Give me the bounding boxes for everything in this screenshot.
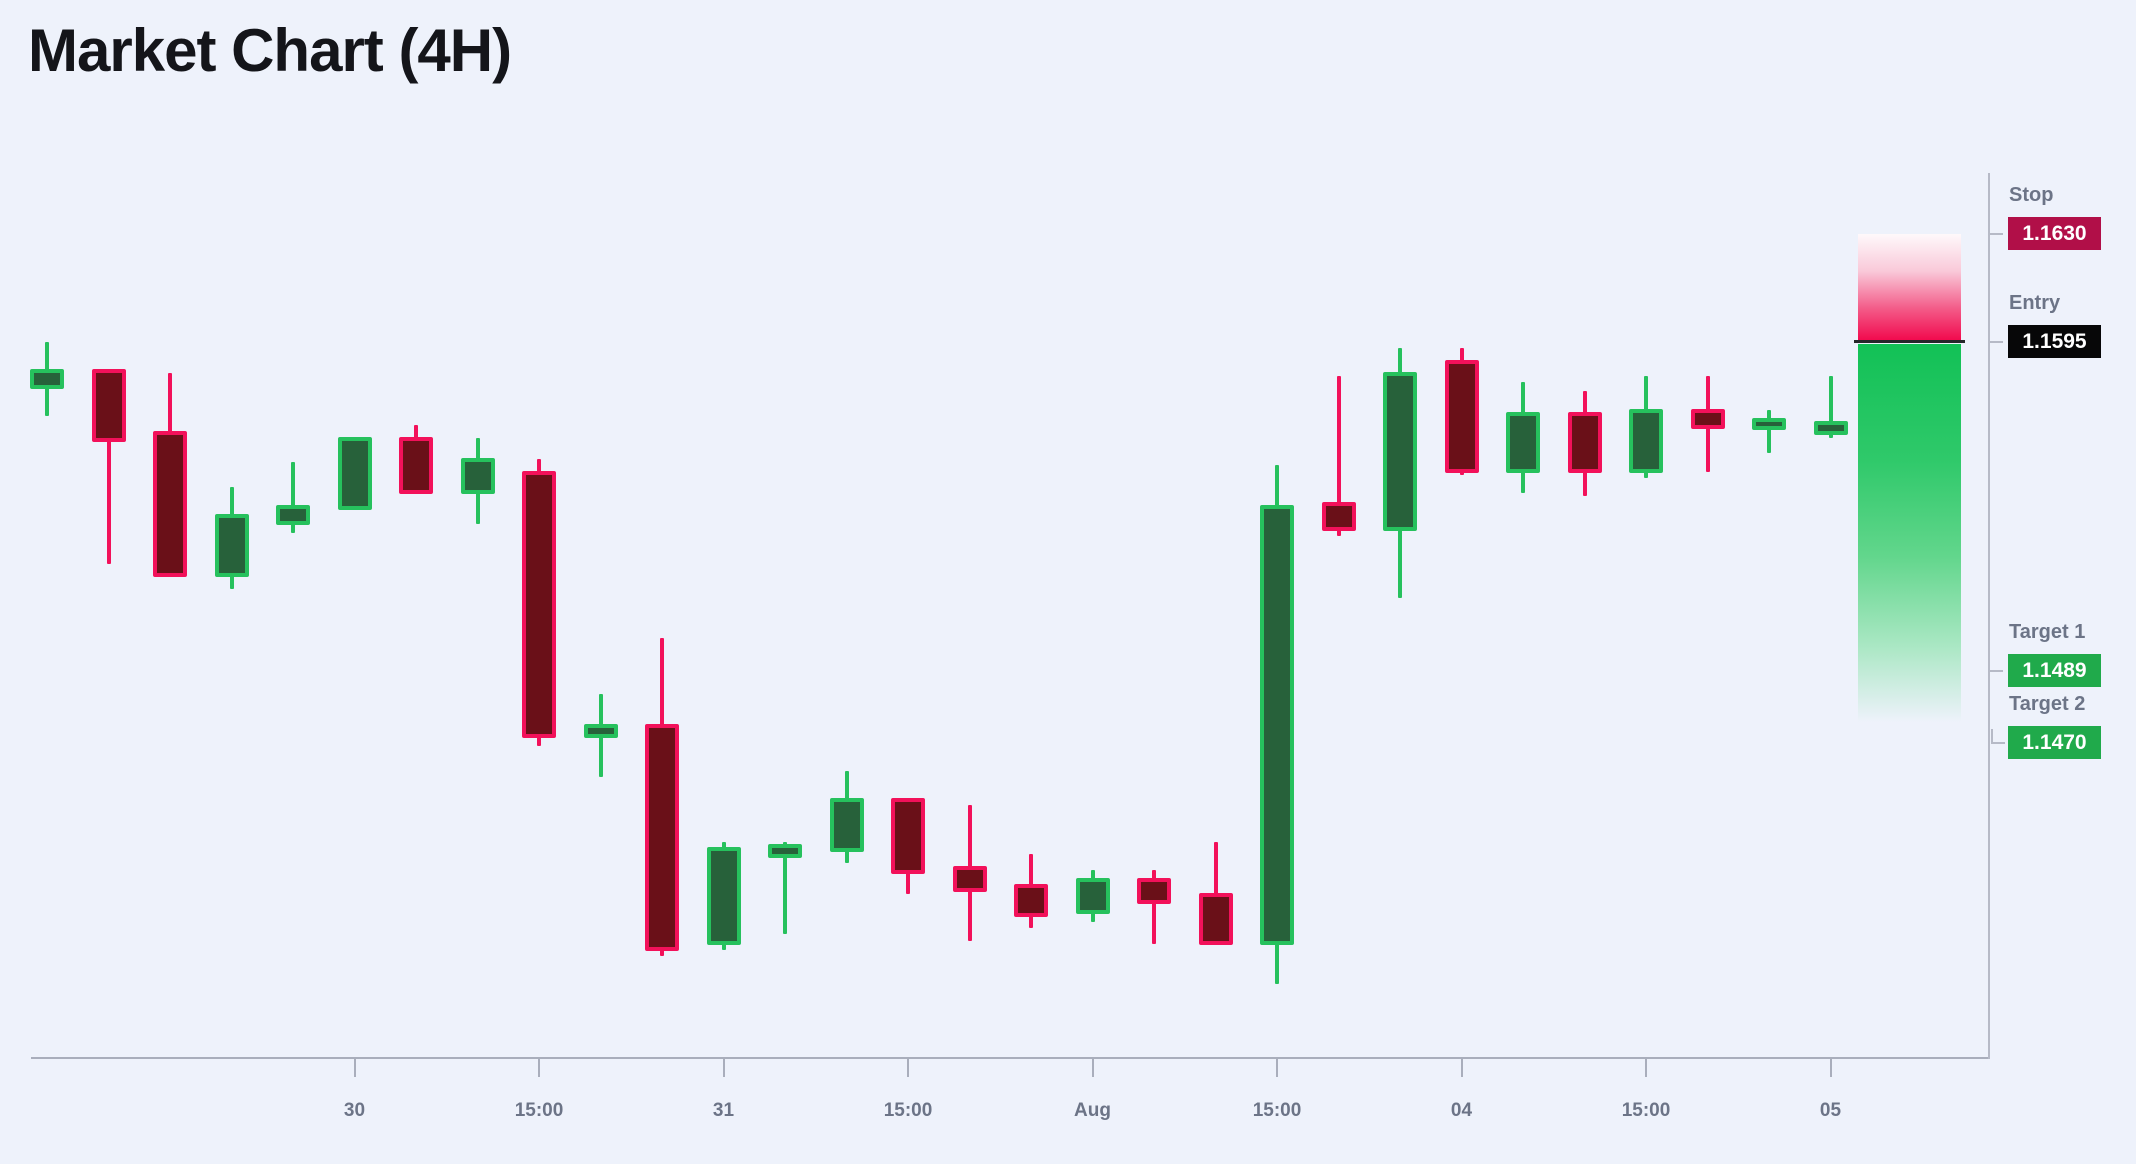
x-axis-tick-label: 15:00 [514, 1100, 564, 1121]
target1-price-badge: 1.1489 [2008, 654, 2101, 687]
candle-bull [768, 844, 802, 859]
x-axis-line [31, 1057, 1990, 1059]
target1-label: Target 1 [2009, 621, 2086, 643]
candle-bear [1690, 408, 1725, 430]
entry-axis-tick [1989, 341, 2003, 343]
candle-bull [706, 847, 741, 945]
x-axis-tick [538, 1059, 540, 1077]
x-axis-tick [353, 1059, 356, 1077]
candle-bear [522, 470, 556, 738]
candle-bear [952, 865, 987, 893]
x-axis-tick [722, 1059, 725, 1077]
candle-bear [153, 430, 187, 578]
candle-bear [891, 797, 925, 874]
x-axis-tick-label: 15:00 [1621, 1100, 1671, 1121]
chart-title: Market Chart (4H) [28, 17, 512, 84]
candle-bear [1137, 877, 1171, 905]
candle-bull [1506, 412, 1540, 473]
candle-bear [1014, 884, 1048, 917]
reward-zone [1858, 344, 1961, 730]
candle-bear [399, 436, 433, 495]
target1-axis-tick [1989, 670, 2003, 672]
candle-bear [1444, 359, 1479, 473]
candle-bull [460, 458, 495, 495]
candle-wick [1336, 375, 1341, 537]
candle-wick [1828, 375, 1833, 438]
x-axis-tick-label: 30 [343, 1100, 366, 1121]
candle-bear [1198, 893, 1233, 945]
x-axis-tick-label: Aug [1074, 1100, 1111, 1121]
y-axis-line [1988, 173, 1990, 1059]
candle-wick [1213, 841, 1218, 944]
candle-bull [1813, 421, 1848, 436]
candle-bull [337, 436, 372, 510]
candle-bear [91, 368, 126, 442]
target2-price-badge: 1.1470 [2008, 726, 2101, 759]
candle-wick [1152, 869, 1156, 944]
entry-price-badge: 1.1595 [2008, 325, 2101, 358]
candle-wick [783, 841, 787, 935]
candle-bull [30, 368, 64, 390]
candle-bull [1629, 408, 1663, 473]
candle-bull [583, 723, 618, 738]
candle-bull [1075, 877, 1110, 914]
x-axis-tick-label: 15:00 [1252, 1100, 1302, 1121]
entry-label: Entry [2009, 292, 2061, 314]
candle-wick [291, 462, 295, 534]
x-axis-tick [1460, 1059, 1463, 1077]
candle-bear [1567, 412, 1602, 473]
x-axis-tick [1645, 1059, 1647, 1077]
candle-bull [1752, 417, 1786, 430]
candle-wick [1767, 409, 1771, 454]
candle-bull [276, 504, 310, 525]
stop-price-badge: 1.1630 [2008, 217, 2101, 250]
target2-label: Target 2 [2009, 693, 2086, 715]
x-axis-tick [1276, 1059, 1278, 1077]
candle-bull [214, 513, 249, 578]
x-axis-tick [1091, 1059, 1094, 1077]
stop-axis-tick [1989, 233, 2003, 235]
x-axis-tick-label: 15:00 [883, 1100, 933, 1121]
entry-price-line [1854, 340, 1965, 343]
risk-zone [1858, 234, 1961, 340]
candle-bull [1260, 504, 1294, 945]
candle-bull [829, 797, 864, 853]
x-axis-tick [907, 1059, 909, 1077]
stop-label: Stop [2009, 184, 2054, 206]
candle-bull [1383, 371, 1417, 532]
candle-bear [645, 723, 679, 951]
candle-bear [1321, 501, 1356, 532]
target2-leader-line [1991, 729, 2005, 744]
x-axis-tick-label: 04 [1450, 1100, 1473, 1121]
x-axis-tick-label: 31 [712, 1100, 735, 1121]
x-axis-tick [1829, 1059, 1832, 1077]
candle-wick [106, 369, 111, 565]
x-axis-tick-label: 05 [1819, 1100, 1842, 1121]
